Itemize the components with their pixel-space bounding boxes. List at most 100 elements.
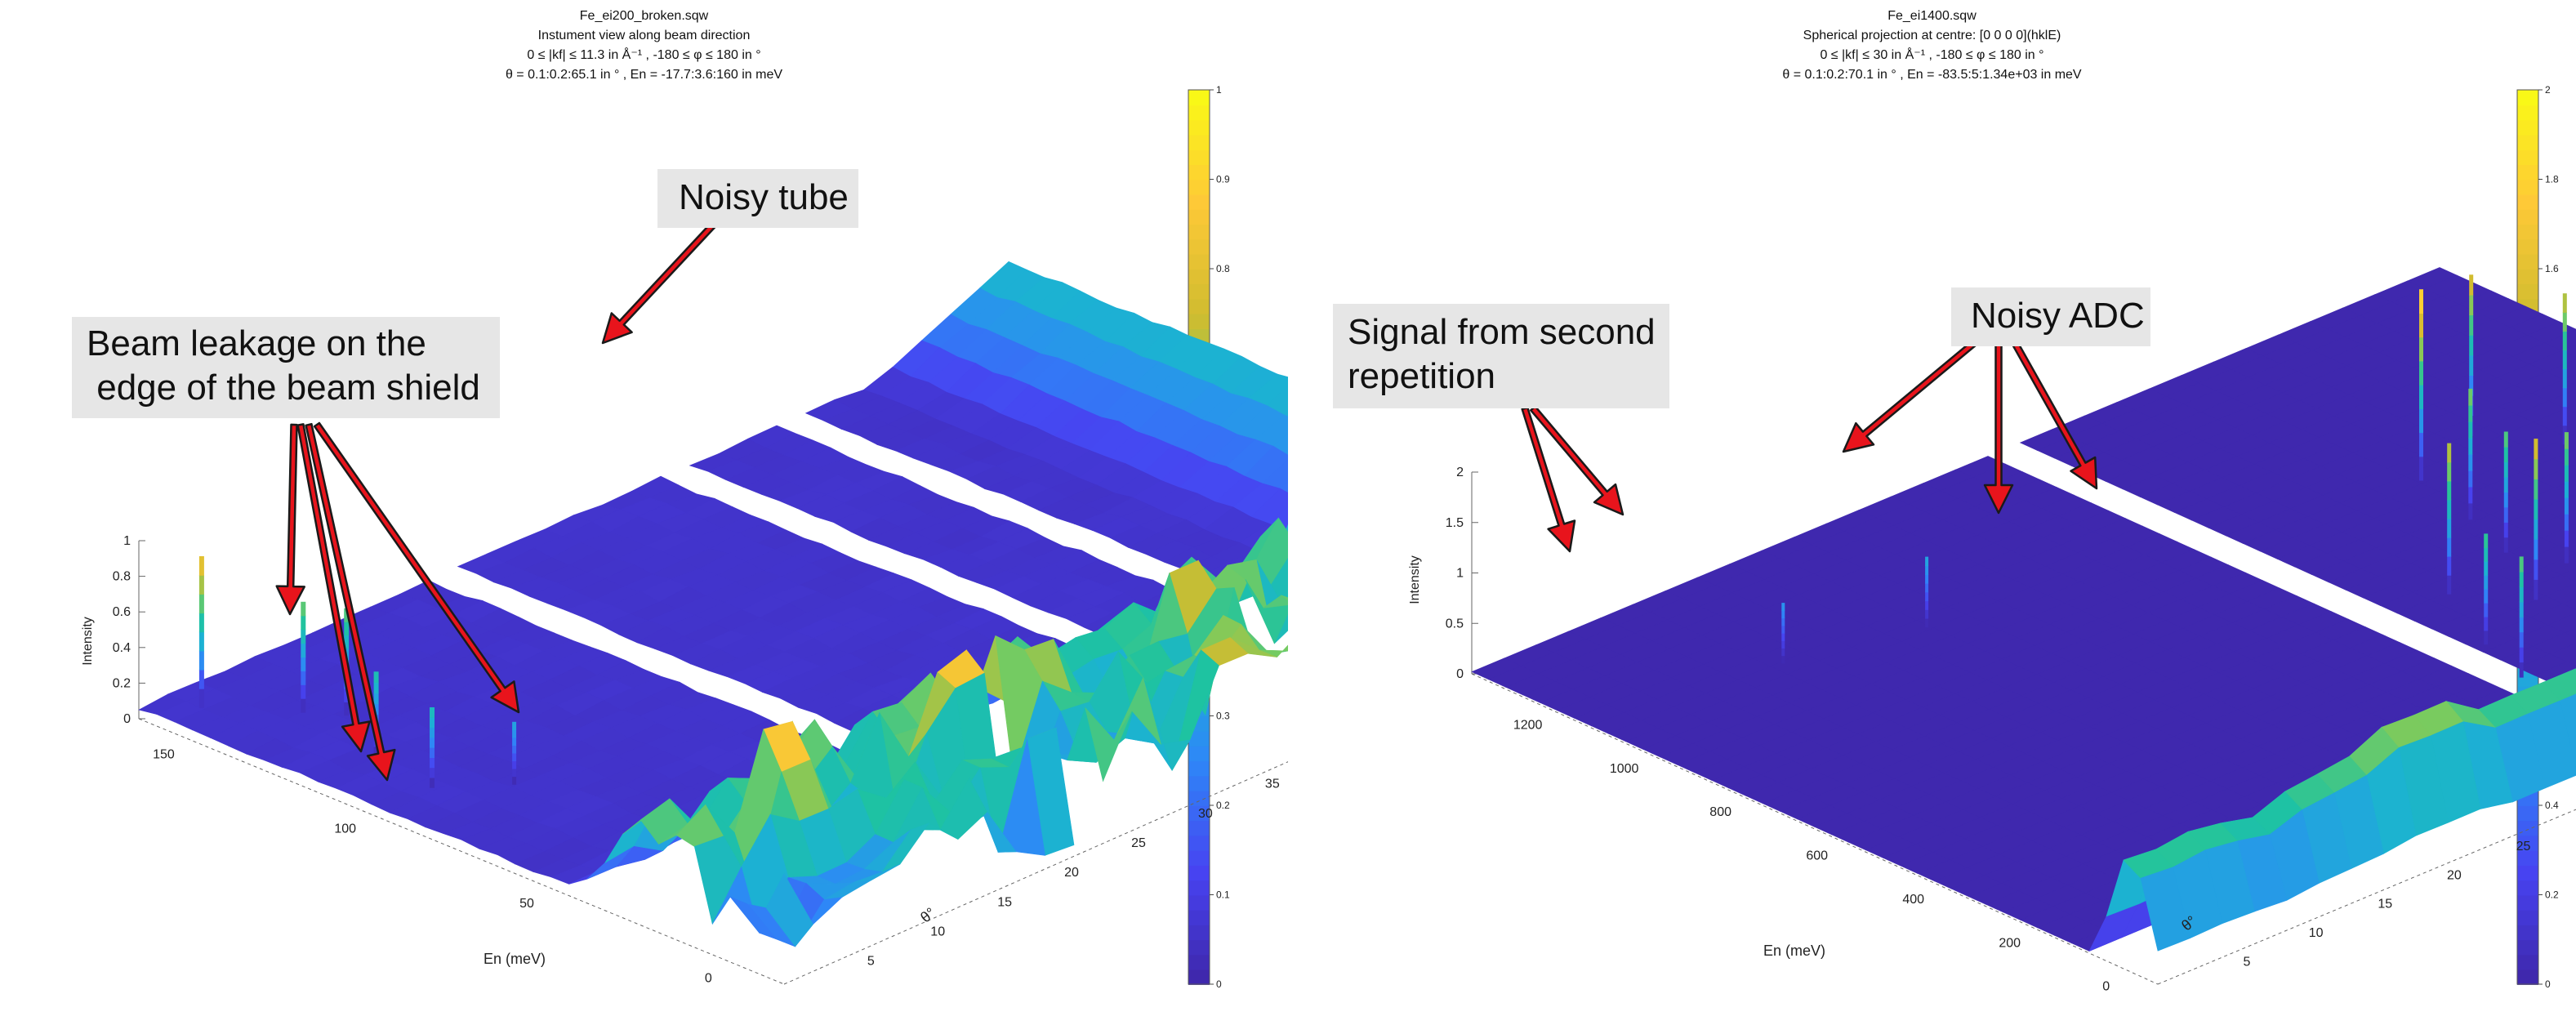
spike-segment	[2519, 617, 2524, 633]
spike-segment	[1925, 617, 1929, 628]
spike-segment	[301, 684, 306, 699]
spike-segment	[198, 669, 204, 689]
colorbar-segment	[2517, 835, 2538, 851]
arrow-noisy-adc-2	[1983, 341, 2014, 515]
z-tick-label: 1	[123, 534, 131, 548]
y-tick-label: 10	[930, 925, 945, 938]
spike-segment	[1781, 625, 1785, 634]
spike-segment	[2419, 289, 2423, 314]
z-tick-label: 0.6	[113, 605, 131, 619]
spike-segment	[2447, 537, 2452, 557]
colorbar-segment	[1188, 760, 1210, 777]
spike-segment	[2564, 514, 2569, 531]
spike-segment	[2484, 589, 2489, 604]
spike-segment	[301, 601, 306, 617]
colorbar-segment	[2517, 954, 2538, 970]
colorbar-segment	[1188, 894, 1210, 911]
spike-segment	[198, 650, 204, 671]
z-tick-label: 0.8	[113, 570, 131, 584]
spike-segment	[2519, 647, 2524, 663]
colorbar-segment	[2517, 939, 2538, 956]
colorbar-tick-label: 2	[2545, 84, 2551, 96]
spike-segment	[2419, 385, 2423, 409]
spike-segment	[2419, 360, 2423, 386]
spike-segment	[2564, 530, 2569, 547]
surface-cell	[1281, 595, 1288, 601]
y-tick-label: 20	[2447, 868, 2462, 882]
y-tick-label: 25	[2516, 840, 2531, 853]
spike-segment	[2562, 293, 2567, 313]
spike-segment	[2534, 498, 2538, 520]
y-tick-label: 35	[1265, 778, 1280, 791]
colorbar-segment	[2517, 253, 2538, 270]
spike-segment	[373, 746, 379, 758]
colorbar-tick-label: 1.8	[2545, 174, 2559, 185]
spike-segment	[301, 698, 306, 713]
colorbar-segment	[1188, 209, 1210, 225]
spike-segment	[2447, 443, 2452, 463]
colorbar-segment	[2517, 194, 2538, 210]
surface-cell	[1263, 595, 1288, 608]
z-tick-label: 0.2	[113, 676, 131, 690]
x-tick-label: 100	[334, 822, 356, 836]
annotation-arrow	[1521, 406, 1576, 553]
colorbar-segment	[2517, 164, 2538, 181]
spike-segment	[512, 721, 517, 730]
colorbar-segment	[1188, 880, 1210, 896]
spike-segment	[1925, 591, 1929, 602]
spike-segment	[2519, 571, 2524, 587]
spike-segment	[2534, 479, 2538, 500]
colorbar-segment	[1188, 269, 1210, 285]
spike-segment	[373, 693, 379, 705]
chart-range-line: θ = 0.1:0.2:65.1 in ° , En = -17.7:3.6:1…	[505, 68, 783, 82]
colorbar-segment	[1188, 253, 1210, 270]
chart-subtitle: Spherical projection at centre: [0 0 0 0…	[1803, 29, 2061, 42]
colorbar-segment	[1188, 105, 1210, 121]
surface-cell	[1245, 579, 1288, 644]
spike-segment	[373, 682, 379, 693]
spike-segment	[2503, 537, 2508, 553]
z-axis-title: Intensity	[81, 617, 95, 666]
colorbar-segment	[1188, 969, 1210, 985]
callout-text: Beam leakage on the	[87, 323, 426, 363]
spike-segment	[2468, 404, 2473, 422]
colorbar-segment	[1188, 805, 1210, 822]
callout-second-repetition: Signal from second repetition	[1333, 304, 1669, 408]
y-tick-label: 15	[2378, 898, 2392, 911]
surface-cell	[1279, 481, 1288, 493]
spike-segment	[2469, 335, 2474, 356]
surface-plot-right: 00.20.40.60.811.21.41.61.821200100080060…	[1408, 84, 2576, 994]
spike-segment	[512, 769, 517, 778]
spike-segment	[1925, 565, 1929, 575]
colorbar-segment	[2517, 179, 2538, 195]
colorbar-tick-label: 1.6	[2545, 263, 2559, 274]
colorbar-segment	[1188, 283, 1210, 300]
spike-segment	[301, 671, 306, 685]
chart-title: Fe_ei1400.sqw	[1887, 9, 1977, 23]
spike-segment	[2419, 408, 2423, 434]
spike-segment	[1925, 556, 1929, 566]
colorbar-segment	[1188, 298, 1210, 314]
z-tick-label: 1.5	[1446, 516, 1464, 530]
spike-segment	[1925, 609, 1929, 619]
spike-segment	[2447, 575, 2452, 595]
spike-segment	[2564, 497, 2569, 515]
arrow-leak-1	[275, 423, 305, 616]
x-tick-label: 0	[705, 972, 712, 986]
colorbar-segment	[1188, 730, 1210, 747]
spike-segment	[198, 594, 204, 614]
z-tick-label: 0	[1456, 667, 1464, 681]
z-tick-label: 2	[1456, 466, 1464, 479]
spike-segment	[430, 757, 435, 769]
axes: 1200100080060040020005101520253035404550…	[1446, 466, 2576, 994]
z-tick-label: 0.5	[1446, 617, 1464, 631]
spike-segment	[2468, 421, 2473, 439]
z-tick-label: 0.4	[113, 641, 131, 655]
colorbar-segment	[1188, 224, 1210, 240]
colorbar-segment	[1188, 194, 1210, 210]
spike-segment	[198, 613, 204, 633]
spike-segment	[1781, 655, 1785, 664]
y-tick-label: 30	[1198, 807, 1213, 821]
x-axis-line	[1471, 673, 2159, 985]
y-axis-title: θ°	[917, 904, 938, 925]
